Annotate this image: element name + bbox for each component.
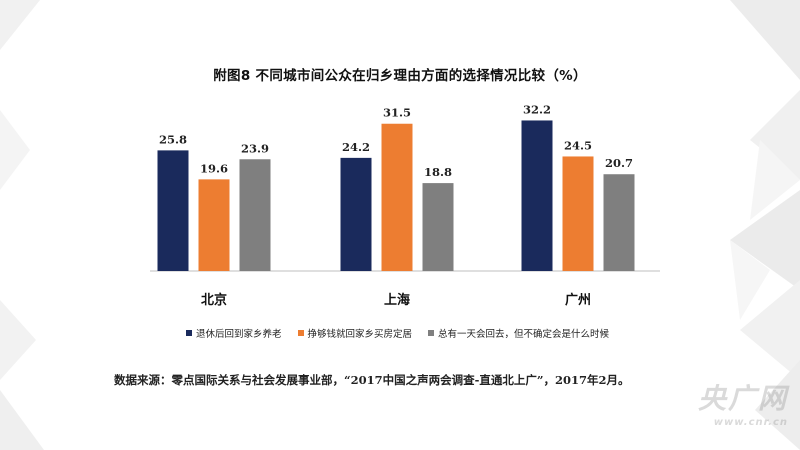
data-label-retire-3: 32.2 bbox=[523, 102, 551, 116]
bar-retire-3 bbox=[521, 120, 553, 271]
bar-buy-house-3 bbox=[562, 156, 594, 271]
bar-retire-1 bbox=[157, 150, 189, 271]
decorative-triangles-right bbox=[730, 0, 800, 450]
legend-item-someday: 总有一天会回去，但不确定会是什么时候 bbox=[428, 326, 609, 340]
bar-retire-2 bbox=[340, 157, 372, 271]
chart-legend: 退休后回到家乡养老 挣够钱就回家乡买房定居 总有一天会回去，但不确定会是什么时候 bbox=[186, 326, 625, 340]
legend-item-buy-house: 挣够钱就回家乡买房定居 bbox=[297, 326, 413, 340]
watermark-url: www.cnr.cn bbox=[713, 417, 788, 428]
data-label-someday-2: 18.8 bbox=[424, 165, 452, 179]
data-source-note: 数据来源：零点国际关系与社会发展事业部，“2017中国之声两会调查-直通北上广”… bbox=[114, 373, 630, 387]
legend-label-someday: 总有一天会回去，但不确定会是什么时候 bbox=[438, 329, 610, 340]
bar-buy-house-2 bbox=[381, 123, 413, 271]
watermark-main: 央广网 bbox=[697, 382, 788, 415]
chart-title: 附图8 不同城市间公众在归乡理由方面的选择情况比较（%） bbox=[213, 68, 587, 84]
data-label-someday-1: 23.9 bbox=[241, 141, 269, 155]
legend-swatch-someday bbox=[428, 330, 435, 336]
bar-someday-1 bbox=[239, 159, 271, 271]
decorative-triangles-left bbox=[0, 0, 44, 450]
category-label-2: 上海 bbox=[384, 292, 410, 308]
category-label-3: 广州 bbox=[565, 292, 591, 308]
data-label-someday-3: 20.7 bbox=[605, 156, 633, 170]
bar-someday-3 bbox=[603, 174, 635, 271]
legend-item-retire: 退休后回到家乡养老 bbox=[186, 326, 282, 340]
data-label-buy-house-3: 24.5 bbox=[564, 138, 592, 152]
data-label-retire-1: 25.8 bbox=[159, 132, 187, 146]
data-label-buy-house-1: 19.6 bbox=[200, 161, 228, 175]
bar-someday-2 bbox=[422, 183, 454, 271]
legend-swatch-buy-house bbox=[297, 330, 304, 336]
cnr-watermark: 央广网 www.cnr.cn bbox=[698, 377, 788, 428]
legend-label-retire: 退休后回到家乡养老 bbox=[196, 329, 282, 340]
category-label-1: 北京 bbox=[201, 292, 227, 308]
data-label-buy-house-2: 31.5 bbox=[383, 106, 411, 120]
legend-swatch-retire bbox=[186, 330, 192, 336]
data-label-retire-2: 24.2 bbox=[342, 140, 370, 154]
bar-buy-house-1 bbox=[198, 179, 230, 271]
legend-label-buy-house: 挣够钱就回家乡买房定居 bbox=[307, 329, 413, 340]
